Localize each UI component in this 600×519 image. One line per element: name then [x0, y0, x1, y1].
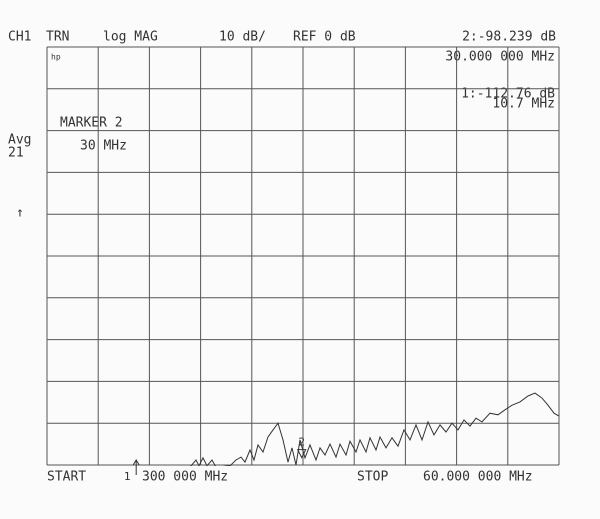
stop-label: STOP	[357, 470, 388, 485]
scale: 10 dB/	[219, 30, 266, 45]
format: log MAG	[103, 30, 158, 45]
marker-label: 1	[124, 470, 131, 483]
trace	[190, 392, 559, 466]
marker1-frequency: 10.7 MHz	[492, 97, 555, 112]
marker	[296, 449, 307, 459]
mode: TRN	[46, 30, 69, 45]
avg-count: 21	[8, 146, 24, 161]
channel: CH1	[8, 30, 31, 45]
start-value: 300 000 MHz	[142, 470, 228, 485]
reference: REF 0 dB	[293, 30, 356, 45]
stop-value: 60.000 000 MHz	[423, 470, 533, 485]
start-label: START	[47, 470, 86, 485]
marker-label: 2	[298, 436, 305, 449]
brand: hp	[51, 53, 61, 62]
marker-readout: 2:-98.239 dB	[462, 30, 556, 45]
marker-entry: 30 MHz	[80, 139, 127, 154]
avg-label: Avg	[8, 133, 31, 148]
marker	[132, 459, 140, 475]
marker-frequency: 30.000 000 MHz	[445, 50, 555, 65]
marker-title: MARKER 2	[60, 116, 123, 131]
plot-area	[190, 392, 559, 466]
arrow: ↑	[16, 206, 24, 221]
